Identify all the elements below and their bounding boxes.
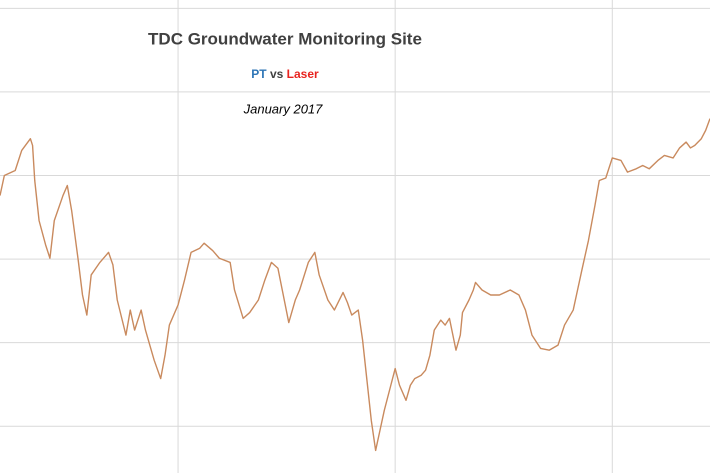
plot-area bbox=[0, 118, 710, 452]
chart-subtitle: PT vs Laser bbox=[251, 67, 319, 81]
data-line bbox=[0, 118, 710, 452]
subtitle-joiner: vs bbox=[270, 67, 284, 81]
legend-entry: Laser bbox=[287, 67, 319, 81]
chart-title: TDC Groundwater Monitoring Site bbox=[148, 29, 422, 48]
legend-entry: PT bbox=[251, 67, 267, 81]
date-label: January 2017 bbox=[243, 101, 324, 116]
